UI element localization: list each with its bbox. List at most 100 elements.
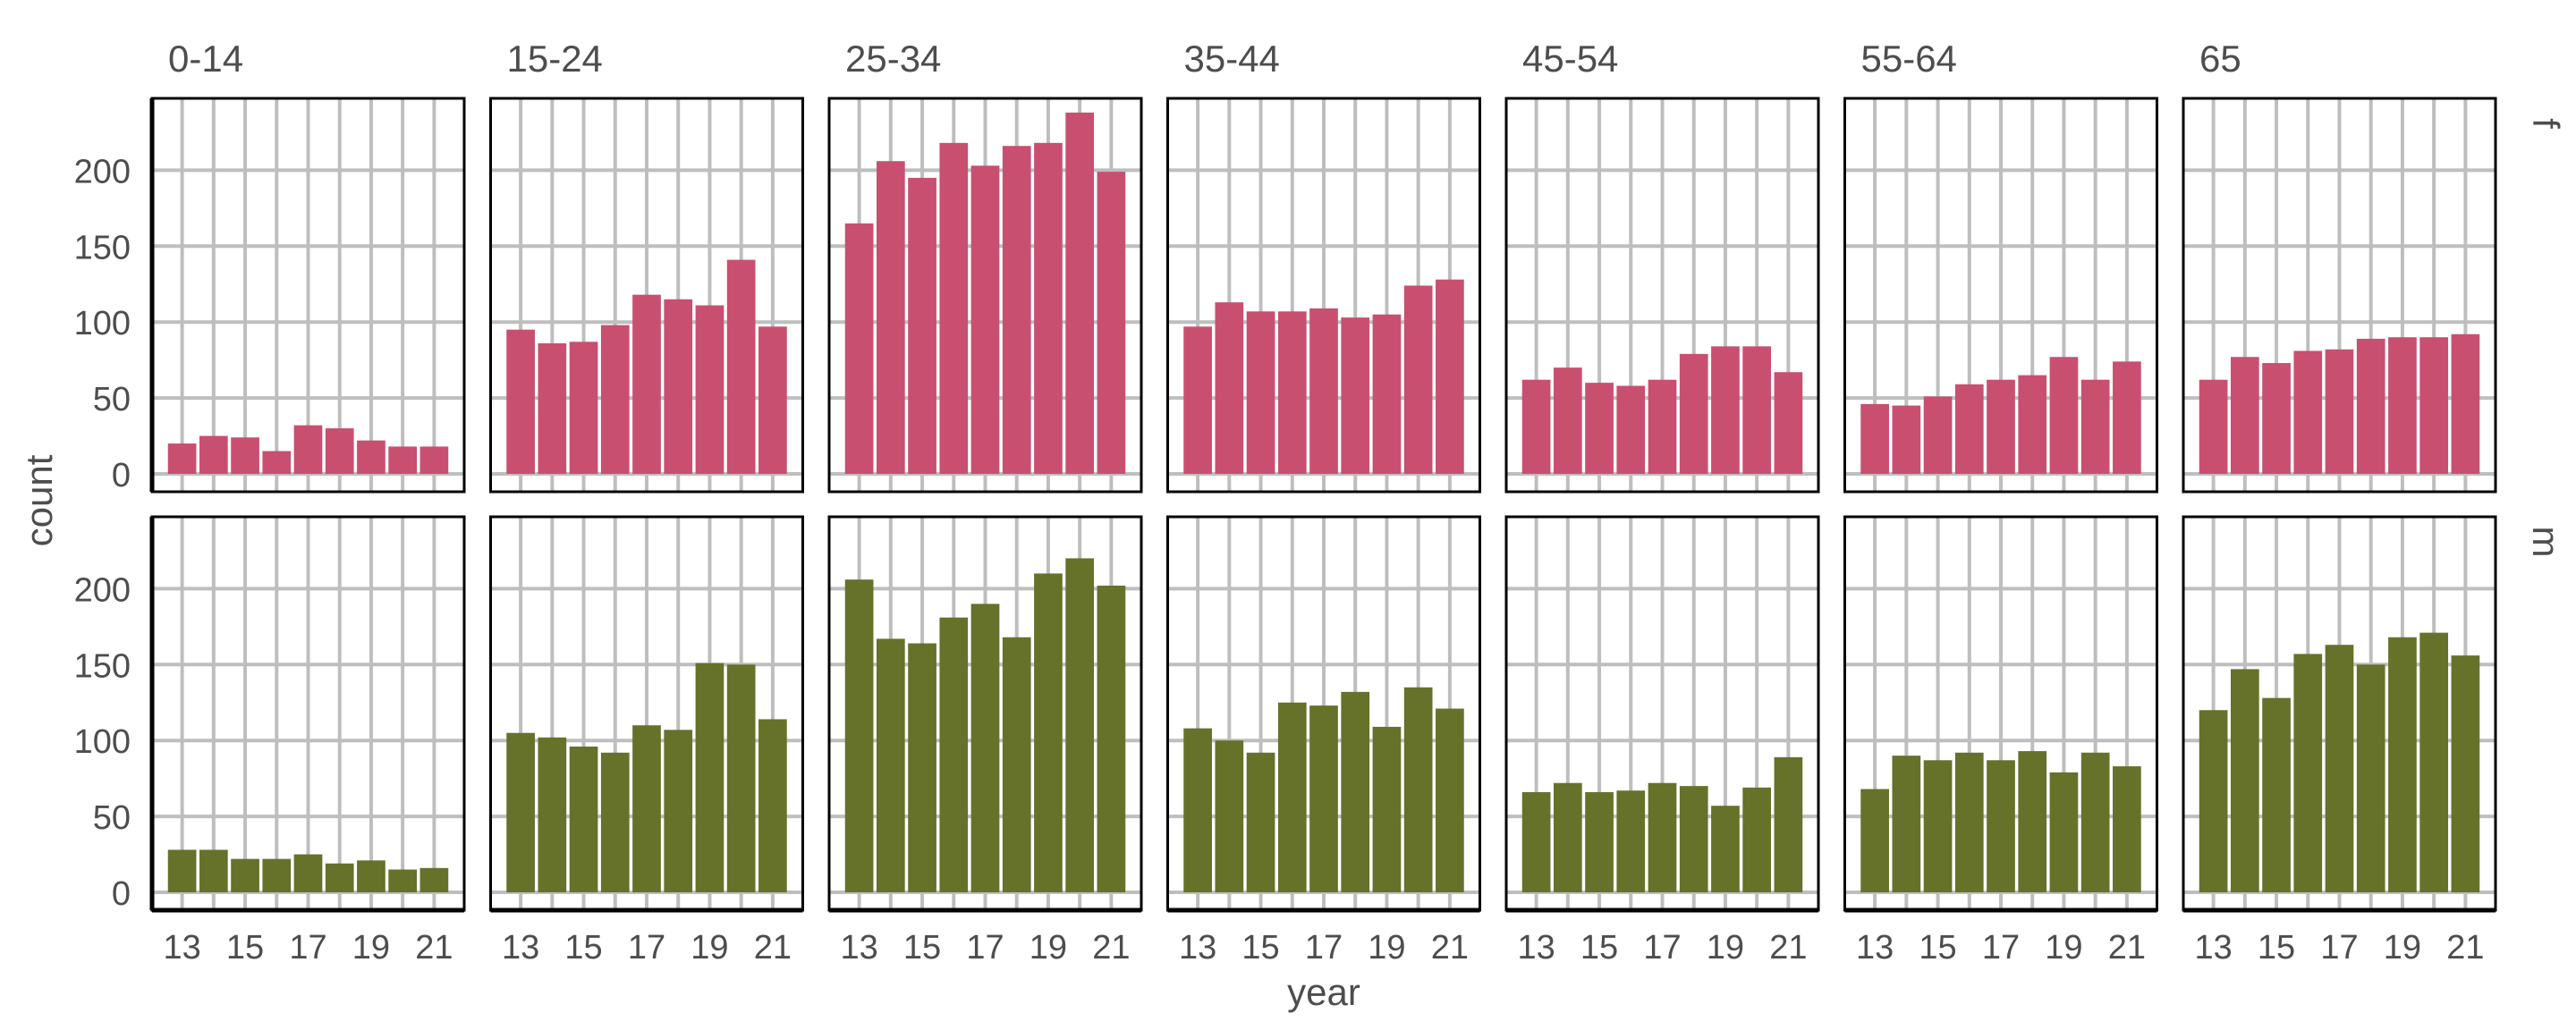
y-tick-label: 100: [74, 305, 131, 342]
bar-m-15-24-21: [758, 719, 787, 892]
panel-border: [2182, 97, 2497, 494]
panel-border: [489, 97, 804, 494]
bar-f-35-44-19: [1372, 314, 1402, 474]
bar-f-65-18: [2356, 338, 2385, 474]
bar-m-15-24-13: [506, 732, 535, 892]
bar-m-65-21: [2451, 655, 2480, 892]
x-tick-label: 15: [1919, 929, 1956, 967]
bar-m-55-64-16: [1954, 752, 1984, 892]
bar-f-45-54-18: [1679, 353, 1708, 474]
facet-label-25-34: 25-34: [845, 38, 941, 80]
x-tick-label: 21: [1092, 929, 1130, 967]
bar-f-65-21: [2451, 333, 2480, 474]
x-tick-label: 15: [1241, 929, 1279, 967]
panel-border: [1504, 97, 1820, 494]
bar-m-0-14-20: [388, 869, 418, 892]
x-tick-label: 17: [1982, 929, 2020, 967]
y-tick-label: 0: [112, 875, 131, 913]
bar-m-25-34-20: [1065, 558, 1095, 892]
bar-m-45-54-18: [1679, 786, 1708, 892]
x-tick-label: 13: [2194, 929, 2232, 967]
x-tick-label: 19: [1707, 929, 1744, 967]
x-tick-label: 17: [289, 929, 326, 967]
bar-m-45-54-16: [1616, 790, 1646, 892]
bar-m-45-54-13: [1521, 791, 1551, 892]
panel-m-45-54: [1504, 515, 1820, 913]
bar-f-25-34-17: [970, 165, 1000, 475]
bar-f-55-64-21: [2113, 361, 2141, 474]
bar-m-55-64-19: [2049, 772, 2079, 892]
bar-f-25-34-18: [1002, 146, 1031, 474]
bar-f-55-64-19: [2049, 357, 2079, 474]
bar-f-25-34-14: [876, 161, 905, 475]
bar-f-15-24-21: [758, 326, 787, 474]
bar-m-25-34-21: [1097, 586, 1126, 892]
bar-f-65-13: [2199, 379, 2228, 474]
x-tick-label: 21: [1769, 929, 1807, 967]
y-tick-label: 200: [74, 571, 131, 609]
x-tick-label: 17: [2320, 929, 2358, 967]
bar-m-25-34-15: [908, 643, 936, 892]
bar-f-55-64-18: [2018, 375, 2047, 474]
bar-f-65-14: [2230, 357, 2259, 474]
bar-f-0-14-19: [357, 440, 386, 474]
bar-m-55-64-13: [1860, 789, 1889, 892]
x-tick-label: 19: [1030, 929, 1067, 967]
bar-m-25-34-17: [970, 604, 1000, 892]
panel-m-0-14: [149, 515, 466, 913]
y-tick-label: 50: [93, 799, 131, 837]
bar-m-0-14-19: [357, 860, 386, 892]
bar-m-65-19: [2388, 637, 2417, 892]
bar-m-55-64-14: [1892, 756, 1921, 892]
bar-m-45-54-20: [1742, 787, 1772, 892]
panel-m-35-44: [1166, 515, 1481, 913]
y-tick-label: 200: [74, 153, 131, 190]
x-tick-label: 17: [966, 929, 1004, 967]
bar-m-15-24-17: [632, 725, 661, 892]
x-tick-label: 21: [754, 929, 792, 967]
bar-f-65-16: [2293, 350, 2323, 474]
bar-m-15-24-20: [726, 664, 756, 892]
facet-label-45-54: 45-54: [1522, 38, 1618, 80]
bar-f-0-14-15: [231, 437, 259, 474]
bar-f-15-24-19: [695, 305, 724, 474]
panel-f-45-54: [1504, 97, 1820, 494]
bar-f-65-20: [2419, 337, 2449, 474]
bar-f-15-24-17: [632, 294, 661, 474]
facet-label-65: 65: [2199, 38, 2241, 80]
bar-f-35-44-17: [1309, 308, 1338, 474]
x-tick-label: 13: [1179, 929, 1216, 967]
bar-m-65-18: [2356, 664, 2385, 892]
bar-m-0-14-15: [231, 858, 259, 892]
bar-m-65-14: [2230, 669, 2259, 892]
facet-label-35-44: 35-44: [1184, 38, 1280, 80]
bar-f-25-34-20: [1065, 112, 1095, 474]
y-tick-label: 100: [74, 723, 131, 761]
bar-f-55-64-13: [1860, 403, 1889, 474]
bar-m-15-24-15: [569, 746, 598, 892]
bar-m-15-24-16: [600, 752, 630, 892]
bar-f-0-14-18: [325, 428, 354, 474]
bar-m-65-13: [2199, 710, 2228, 892]
x-tick-label: 19: [691, 929, 728, 967]
bar-m-0-14-21: [419, 867, 449, 892]
bar-f-0-14-13: [167, 443, 197, 474]
bar-f-15-24-14: [538, 342, 567, 474]
chart-panels: [149, 97, 2497, 913]
y-tick-label: 150: [74, 647, 131, 685]
bar-f-0-14-21: [419, 446, 449, 474]
bar-m-25-34-19: [1034, 573, 1063, 892]
bar-m-45-54-17: [1648, 782, 1677, 892]
x-tick-label: 13: [1856, 929, 1894, 967]
panel-m-25-34: [827, 515, 1143, 913]
panel-border: [1843, 97, 2158, 494]
bar-m-35-44-19: [1372, 726, 1402, 892]
bar-f-45-54-15: [1585, 383, 1614, 474]
facet-label-0-14: 0-14: [168, 38, 243, 80]
facet-label-15-24: 15-24: [507, 38, 603, 80]
x-tick-label: 15: [564, 929, 602, 967]
y-tick-label: 50: [93, 381, 131, 418]
x-tick-label: 17: [628, 929, 665, 967]
x-tick-label: 19: [352, 929, 390, 967]
